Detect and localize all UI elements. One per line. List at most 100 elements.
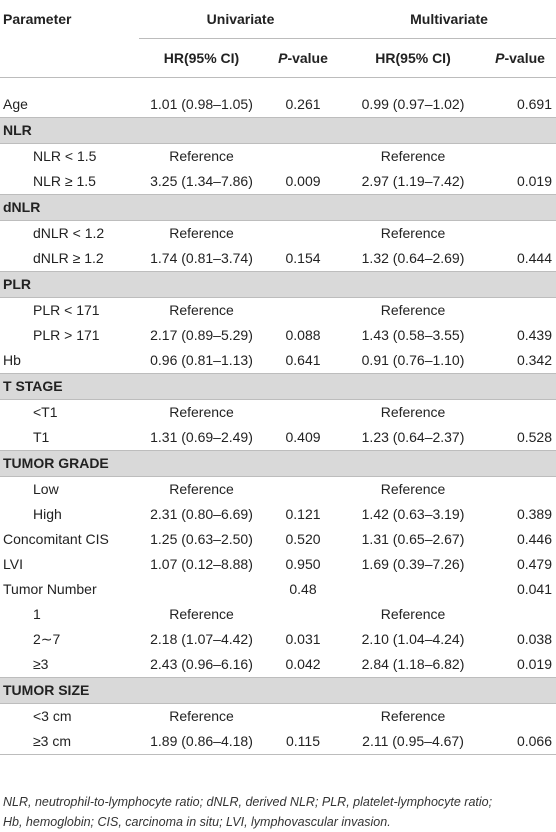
multivariate-hr-cell: Reference [380, 606, 446, 622]
univariate-p-cell: 0.042 [285, 656, 321, 672]
parameter-cell: <T1 [33, 404, 58, 420]
parameter-cell: dNLR < 1.2 [33, 225, 105, 241]
univariate-hr-cell: 2.43 (0.96–6.16) [150, 656, 253, 672]
header-divider [0, 78, 556, 93]
multivariate-p-cell: 0.041 [516, 581, 553, 597]
multivariate-hr-cell: Reference [380, 148, 446, 164]
parameter-cell: 2∼7 [33, 631, 61, 647]
univariate-p-cell [264, 400, 342, 426]
multivariate-hr-cell: 2.11 (0.95–4.67) [342, 729, 485, 755]
header-multivariate-p: P-value [495, 49, 545, 66]
header-univariate-hr: HR(95% CI) [163, 49, 240, 66]
table-row: <T1 Reference Reference [0, 400, 556, 426]
section-row: PLR [0, 271, 556, 298]
multivariate-hr-cell: 1.23 (0.64–2.37) [361, 429, 465, 445]
univariate-hr-cell: Reference [169, 404, 234, 420]
section-label: NLR [0, 117, 556, 144]
multivariate-hr-cell: Reference [380, 225, 446, 241]
univariate-hr-cell: 1.31 (0.69–2.49) [150, 429, 253, 445]
multivariate-p-cell [484, 221, 556, 247]
header-parameter: Parameter [3, 10, 72, 27]
multivariate-p-cell [484, 477, 556, 503]
table-footnote: NLR, neutrophil-to-lymphocyte ratio; dNL… [3, 792, 555, 832]
univariate-hr-cell: 2.17 (0.89–5.29) [150, 327, 253, 343]
section-label: T STAGE [0, 373, 556, 400]
table-row: 1 Reference Reference [0, 602, 556, 627]
parameter-cell: dNLR ≥ 1.2 [33, 250, 104, 266]
univariate-p-cell: 0.520 [285, 531, 321, 547]
univariate-hr-cell: 1.74 (0.81–3.74) [150, 250, 253, 266]
parameter-cell: NLR < 1.5 [33, 148, 97, 164]
multivariate-hr-cell: Reference [380, 404, 446, 420]
multivariate-hr-cell: 0.91 (0.76–1.10) [361, 352, 465, 368]
table-row: PLR > 171 2.17 (0.89–5.29) 0.088 1.43 (0.58… [0, 323, 556, 348]
table-row: LVI 1.07 (0.12–8.88) 0.950 1.69 (0.39–7.26)… [0, 552, 556, 577]
parameter-cell: LVI [3, 556, 23, 572]
univariate-p-cell: 0.031 [285, 631, 321, 647]
parameter-cell: 1 [33, 606, 41, 622]
table-row: High 2.31 (0.80–6.69) 0.121 1.42 (0.63–3.19… [0, 502, 556, 527]
table-row: Hb 0.96 (0.81–1.13) 0.641 0.91 (0.76–1.10) 0… [0, 348, 556, 374]
multivariate-hr-cell: 1.69 (0.39–7.26) [361, 556, 465, 572]
univariate-p-cell: 0.641 [285, 352, 321, 368]
table-row: PLR < 171 Reference Reference [0, 298, 556, 324]
univariate-hr-cell: Reference [169, 225, 234, 241]
univariate-hr-cell [139, 577, 264, 602]
section-row: TUMOR SIZE [0, 677, 556, 704]
multivariate-p-cell: 0.038 [516, 631, 553, 647]
parameter-cell: Low [33, 481, 59, 497]
section-label: dNLR [0, 194, 556, 221]
section-row: TUMOR GRADE [0, 450, 556, 477]
table-row: dNLR < 1.2 Reference Reference [0, 221, 556, 247]
header-univariate-p: P-value [278, 49, 328, 66]
section-label: TUMOR SIZE [0, 677, 556, 704]
parameter-cell: ≥3 cm [0, 729, 139, 755]
section-label: TUMOR GRADE [0, 450, 556, 477]
multivariate-hr-cell: Reference [380, 708, 446, 724]
footnote-line-2: Hb, hemoglobin; CIS, carcinoma in situ; … [3, 815, 391, 829]
univariate-p-cell [264, 298, 342, 324]
table-row: ≥3 cm 1.89 (0.86–4.18) 0.115 2.11 (0.95–4.6… [0, 729, 556, 755]
multivariate-p-cell [484, 704, 556, 730]
univariate-p-cell: 0.115 [264, 729, 343, 755]
univariate-hr-cell: 0.96 (0.81–1.13) [150, 352, 253, 368]
table-row: NLR < 1.5 Reference Reference [0, 144, 556, 170]
univariate-hr-cell: Reference [169, 606, 234, 622]
header-univariate: Univariate [139, 0, 343, 39]
univariate-p-cell: 0.154 [285, 250, 321, 266]
univariate-p-cell: 0.261 [285, 96, 321, 112]
header-blank [0, 39, 139, 78]
parameter-cell: T1 [33, 429, 50, 445]
parameter-cell: <3 cm [33, 708, 72, 724]
multivariate-p-cell [484, 298, 556, 324]
multivariate-p-cell [484, 602, 556, 627]
table-row: <3 cm Reference Reference [0, 704, 556, 730]
multivariate-p-cell: 0.439 [516, 327, 553, 343]
univariate-hr-cell: Reference [169, 302, 234, 318]
section-row: T STAGE [0, 373, 556, 400]
univariate-p-cell: 0.009 [285, 173, 321, 189]
multivariate-hr-cell: 0.99 (0.97–1.02) [361, 96, 465, 112]
multivariate-hr-cell: 2.97 (1.19–7.42) [361, 173, 465, 189]
parameter-cell: ≥3 [33, 656, 49, 672]
table-row: Low Reference Reference [0, 477, 556, 503]
multivariate-hr-cell: 1.32 (0.64–2.69) [361, 250, 465, 266]
univariate-p-cell: 0.409 [285, 429, 321, 445]
parameter-cell: NLR ≥ 1.5 [33, 173, 96, 189]
table-row: NLR ≥ 1.5 3.25 (1.34–7.86) 0.009 2.97 (1.19… [0, 169, 556, 195]
parameter-cell: Concomitant CIS [3, 531, 109, 547]
multivariate-hr-cell: 2.84 (1.18–6.82) [361, 656, 465, 672]
section-row: dNLR [0, 194, 556, 221]
multivariate-p-cell: 0.479 [516, 556, 553, 572]
univariate-p-cell [264, 704, 342, 730]
multivariate-p-cell: 0.691 [516, 96, 553, 112]
table-row: Concomitant CIS 1.25 (0.63–2.50) 0.520 1.31… [0, 527, 556, 552]
table-row: Tumor Number 0.48 0.041 [0, 577, 556, 602]
univariate-hr-cell: 1.07 (0.12–8.88) [150, 556, 253, 572]
multivariate-hr-cell: Reference [380, 481, 446, 497]
multivariate-p-cell: 0.446 [516, 531, 553, 547]
univariate-p-cell: 0.48 [289, 581, 317, 597]
section-row: NLR [0, 117, 556, 144]
multivariate-p-cell: 0.389 [516, 506, 553, 522]
section-label: PLR [0, 271, 556, 298]
